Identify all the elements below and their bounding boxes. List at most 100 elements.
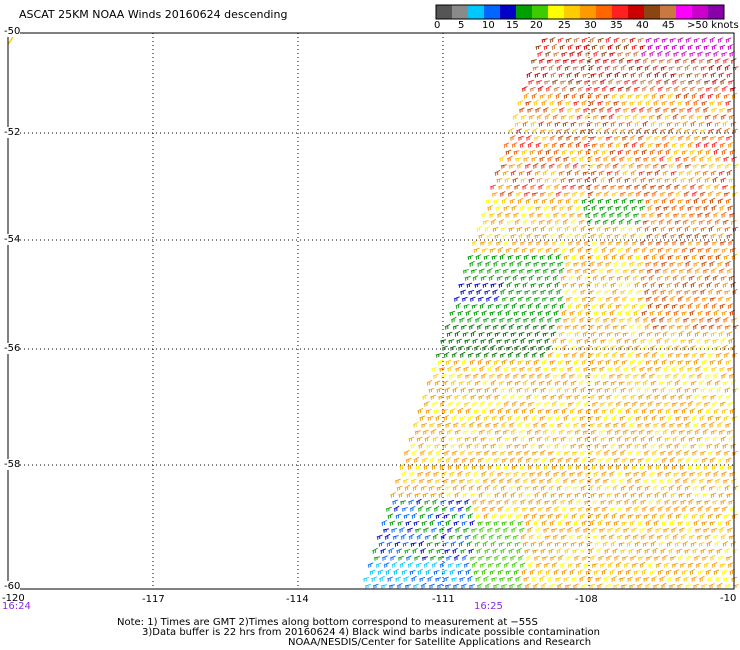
wind-barb [584, 275, 591, 281]
wind-barb [596, 547, 602, 554]
wind-barb [574, 107, 581, 113]
wind-barb [531, 192, 538, 197]
wind-barb [626, 443, 633, 449]
wind-barb [459, 351, 466, 358]
legend-swatch [628, 5, 645, 19]
wind-barb [667, 512, 674, 519]
wind-barb [693, 135, 700, 141]
wind-barb [590, 268, 597, 274]
wind-barb [719, 401, 726, 407]
wind-barb [516, 325, 523, 330]
wind-barb [636, 583, 643, 589]
wind-barb [491, 577, 498, 582]
wind-barb [564, 65, 571, 71]
wind-barb [692, 289, 699, 295]
wind-barb [638, 268, 645, 274]
wind-barb [567, 205, 574, 211]
wind-barb [622, 170, 629, 176]
wind-barb [494, 332, 501, 337]
wind-barb [563, 93, 570, 99]
wind-barb [671, 205, 678, 211]
wind-barb [695, 206, 702, 211]
wind-barb [684, 324, 691, 330]
wind-barb [564, 485, 571, 491]
wind-barb [684, 485, 691, 491]
wind-barb [529, 310, 536, 316]
wind-barb [492, 289, 498, 295]
wind-barb [673, 149, 680, 155]
wind-barb [559, 402, 566, 407]
wind-barb [526, 493, 533, 498]
wind-barb [466, 479, 473, 484]
wind-barb [518, 394, 524, 400]
wind-barb [510, 332, 517, 337]
wind-barb [451, 513, 458, 519]
wind-barb [489, 570, 496, 575]
wind-barb [525, 261, 532, 267]
wind-barb [575, 45, 582, 50]
wind-barb [546, 379, 553, 386]
wind-barb [614, 394, 620, 400]
wind-barb [620, 128, 627, 134]
wind-barb [405, 457, 412, 463]
wind-barb [449, 408, 456, 414]
wind-barb [550, 171, 557, 176]
wind-barb [615, 401, 622, 407]
wind-barb [540, 582, 547, 589]
wind-barb [452, 386, 458, 393]
wind-barb [697, 149, 704, 155]
legend-swatch [436, 5, 453, 19]
wind-barb [490, 283, 497, 288]
wind-barb [511, 302, 518, 309]
wind-barb [611, 254, 618, 260]
wind-barb [641, 506, 648, 512]
wind-barb [681, 184, 688, 190]
wind-barb [444, 549, 451, 554]
wind-barb [524, 422, 531, 428]
wind-barb [516, 260, 523, 267]
wind-barb [486, 394, 492, 400]
wind-barb [507, 191, 514, 197]
wind-barb [598, 492, 605, 498]
wind-barb [403, 576, 409, 582]
wind-barb [579, 93, 586, 99]
wind-barb [549, 135, 556, 141]
wind-barb [727, 367, 734, 372]
wind-barb [522, 379, 529, 386]
wind-barb [489, 248, 496, 253]
wind-barb [537, 184, 544, 190]
wind-barb [726, 72, 733, 78]
wind-barb [564, 128, 570, 134]
wind-barb [691, 352, 698, 358]
wind-barb [605, 457, 612, 463]
wind-barb [484, 324, 491, 330]
wind-barb [496, 275, 503, 281]
wind-barb [536, 373, 543, 379]
wind-barb [684, 584, 691, 589]
wind-barb [724, 387, 731, 393]
wind-barb [398, 492, 405, 498]
wind-barb [550, 394, 557, 400]
wind-barb [593, 149, 600, 155]
wind-barb [419, 415, 426, 421]
wind-barb [608, 534, 615, 540]
lat-label: -52 [4, 127, 21, 138]
wind-barb [701, 101, 708, 106]
wind-barb [486, 527, 493, 533]
wind-barb [534, 72, 541, 78]
wind-barb [592, 114, 599, 120]
wind-barb [665, 471, 672, 477]
wind-barb [726, 394, 732, 400]
wind-barb [491, 352, 498, 358]
wind-barb [687, 562, 694, 568]
wind-barb [498, 542, 505, 547]
wind-barb [376, 534, 383, 540]
wind-barb [574, 394, 580, 400]
wind-barb [451, 414, 457, 421]
wind-barb [606, 268, 613, 274]
wind-barb [516, 387, 523, 393]
wind-barb [622, 492, 629, 498]
wind-barb [648, 500, 655, 505]
wind-barb [649, 471, 656, 477]
wind-barb [486, 331, 493, 337]
